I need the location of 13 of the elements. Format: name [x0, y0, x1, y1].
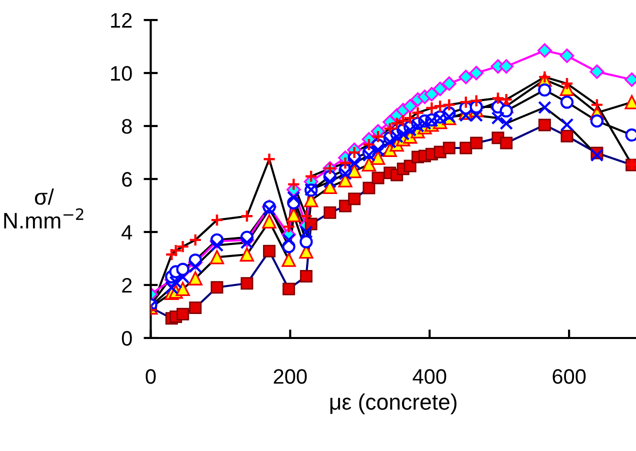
- x-tick-label: 0: [146, 369, 156, 384]
- x-tick-label: 200: [274, 369, 307, 384]
- x-axis-title: με (concrete): [330, 394, 456, 414]
- y-tick-label: 10: [111, 66, 132, 81]
- y-tick-label: 4: [122, 225, 132, 240]
- x-tick-label: 400: [412, 369, 446, 384]
- x-tick-label: 600: [552, 369, 586, 384]
- y-tick-label: 2: [122, 278, 132, 293]
- y-tick-label: 6: [122, 172, 132, 187]
- y-tick-label: 0: [122, 330, 132, 346]
- y-tick-label: 8: [122, 119, 132, 134]
- y-tick-label: 12: [111, 13, 132, 28]
- y-axis-title: σ/ N.mm$^{−2}$: [4, 188, 84, 228]
